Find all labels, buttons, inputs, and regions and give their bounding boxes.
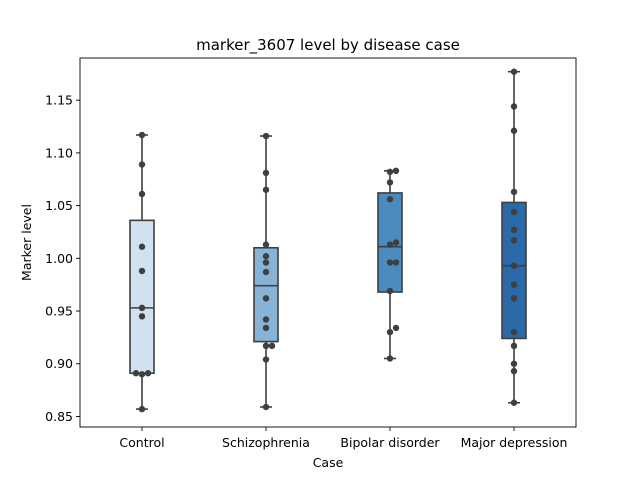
y-tick-label: 0.85 xyxy=(45,409,73,424)
data-point xyxy=(138,243,146,250)
data-point xyxy=(392,239,400,246)
x-tick-label: Major depression xyxy=(461,435,568,450)
iqr-box xyxy=(501,201,527,340)
data-point xyxy=(392,167,400,175)
data-point xyxy=(510,360,518,367)
data-point xyxy=(510,127,518,134)
data-point xyxy=(510,281,518,288)
data-point xyxy=(510,295,518,302)
y-axis-label: Marker level xyxy=(19,204,34,281)
y-tick-label: 1.15 xyxy=(45,93,73,108)
data-point xyxy=(262,324,270,332)
y-tick-label: 1.05 xyxy=(45,198,73,213)
data-point xyxy=(510,208,518,216)
data-point xyxy=(510,188,518,196)
data-point xyxy=(386,241,394,248)
data-point xyxy=(132,370,140,377)
box-group-major-depression xyxy=(501,70,527,404)
data-point xyxy=(262,186,270,193)
chart-title: marker_3607 level by disease case xyxy=(196,36,460,55)
data-point xyxy=(262,169,270,177)
y-tick-label: 0.95 xyxy=(45,304,73,319)
data-point xyxy=(262,403,270,411)
data-point xyxy=(386,179,394,186)
data-point xyxy=(138,405,146,413)
data-point xyxy=(262,132,270,140)
data-point xyxy=(510,103,518,110)
data-point xyxy=(262,241,270,248)
data-point xyxy=(138,131,146,139)
data-point xyxy=(262,316,270,323)
data-point xyxy=(510,262,518,269)
data-point xyxy=(510,237,518,244)
plot-frame xyxy=(79,57,577,428)
data-point xyxy=(510,367,518,375)
x-axis-label: Case xyxy=(313,455,344,470)
data-point xyxy=(386,328,394,336)
data-point xyxy=(262,342,270,350)
data-point xyxy=(138,304,146,312)
iqr-box xyxy=(129,219,155,375)
x-tick-label: Bipolar disorder xyxy=(340,435,440,450)
data-point xyxy=(262,295,270,302)
y-tick-label: 0.90 xyxy=(45,356,73,371)
data-point xyxy=(262,268,270,276)
data-point xyxy=(510,399,518,406)
data-point xyxy=(144,370,152,377)
data-point xyxy=(138,190,146,198)
x-tick-label: Schizophrenia xyxy=(222,435,310,450)
data-point xyxy=(386,259,394,266)
data-point xyxy=(268,342,276,350)
data-point xyxy=(386,287,394,295)
data-point xyxy=(262,356,270,363)
data-point xyxy=(138,161,146,168)
data-point xyxy=(386,196,394,203)
data-point xyxy=(262,259,270,266)
data-point xyxy=(386,355,394,362)
data-point xyxy=(262,253,270,260)
data-point xyxy=(510,226,518,234)
data-point xyxy=(138,267,146,275)
x-tick-label: Control xyxy=(119,435,164,450)
data-point xyxy=(510,68,518,75)
data-point xyxy=(138,313,146,320)
plot-area xyxy=(129,68,527,413)
y-tick-label: 1.00 xyxy=(45,251,73,266)
data-point xyxy=(510,328,518,336)
data-point xyxy=(392,324,400,332)
data-point xyxy=(138,371,146,378)
data-point xyxy=(510,342,518,350)
data-point xyxy=(386,168,394,176)
y-tick-label: 1.10 xyxy=(45,145,73,160)
box-group-schizophrenia xyxy=(253,135,279,408)
data-point xyxy=(392,259,400,266)
